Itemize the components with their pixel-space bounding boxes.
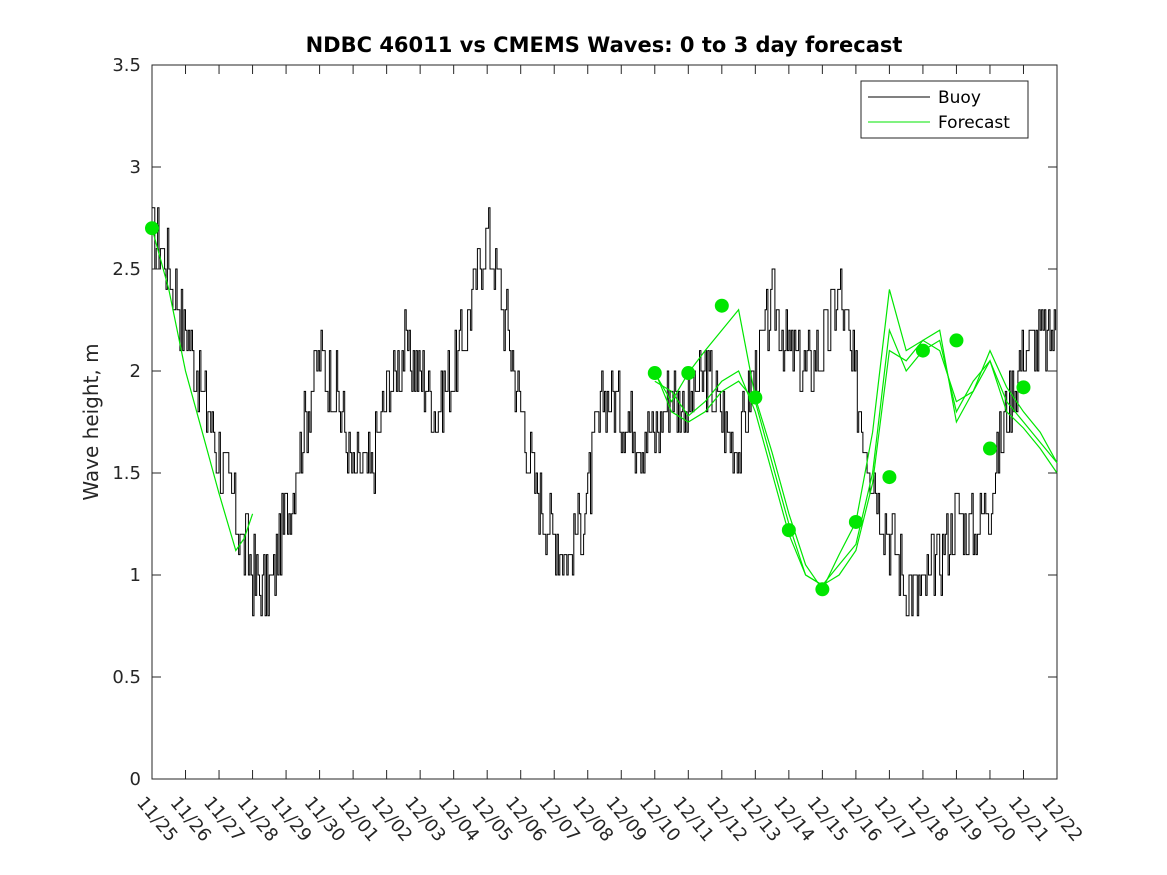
legend: Buoy Forecast	[860, 80, 1029, 139]
forecast-marker	[681, 366, 696, 381]
y-tick-label: 0.5	[112, 667, 141, 688]
forecast-marker	[982, 441, 997, 456]
forecast-line	[151, 228, 254, 552]
forecast-marker	[714, 298, 729, 313]
forecast-marker	[145, 221, 159, 236]
y-tick-label: 1.5	[112, 463, 141, 484]
forecast-marker	[882, 470, 897, 485]
forecast-marker	[1016, 380, 1031, 395]
forecast-marker	[748, 390, 763, 405]
chart-title: NDBC 46011 vs CMEMS Waves: 0 to 3 day fo…	[306, 33, 903, 57]
forecast-marker	[647, 366, 662, 381]
legend-box	[860, 80, 1029, 139]
legend-buoy-label: Buoy	[938, 88, 981, 108]
y-tick-label: 1	[130, 565, 141, 586]
forecast-marker	[781, 523, 796, 538]
plot-area: 00.511.522.533.511/2511/2611/2711/2811/2…	[112, 55, 1086, 846]
forecast-line	[654, 339, 1058, 586]
forecast-marker	[815, 582, 830, 597]
forecast-marker	[949, 333, 964, 348]
y-tick-label: 2.5	[112, 259, 141, 280]
y-tick-label: 0	[130, 769, 141, 790]
plot-frame	[151, 64, 1058, 780]
y-axis-label: Wave height, m	[79, 343, 103, 500]
y-tick-label: 3.5	[112, 55, 141, 76]
y-tick-label: 3	[130, 157, 141, 178]
forecast-marker	[848, 514, 863, 529]
series-layer	[145, 207, 1058, 617]
legend-forecast-label: Forecast	[938, 113, 1010, 133]
buoy-line	[152, 207, 1057, 617]
y-tick-label: 2	[130, 361, 141, 382]
forecast-marker	[915, 343, 930, 358]
